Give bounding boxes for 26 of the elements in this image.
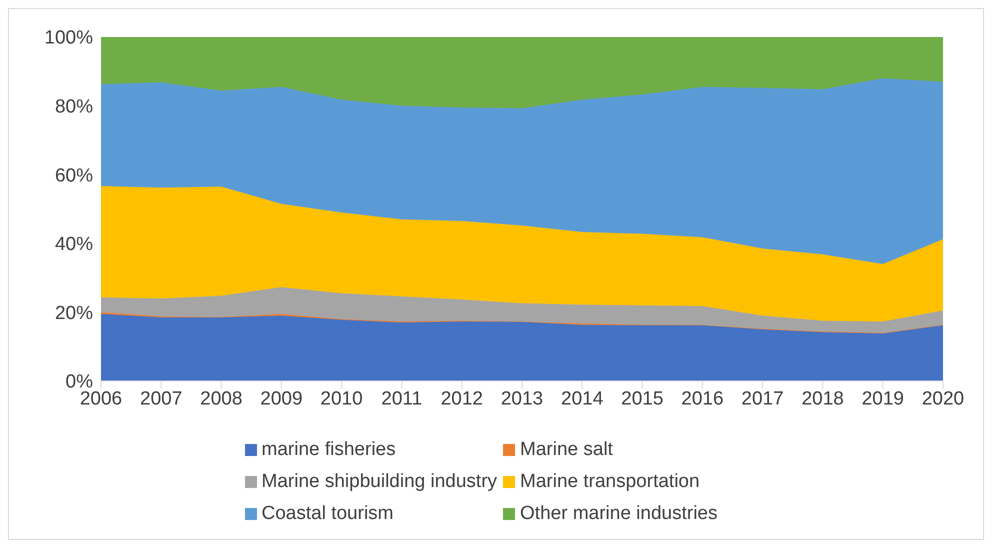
x-tick-label: 2010 [320,388,363,410]
y-tick-label: 40% [54,234,94,256]
legend-label: Marine shipbuilding industry [262,471,498,493]
x-tick-label: 2008 [200,388,242,410]
y-tick-label: 60% [54,165,94,186]
legend-label: Marine transportation [520,471,700,493]
x-tick-label: 2014 [561,388,604,410]
legend-label: Other marine industries [520,503,718,525]
x-tick-label: 2018 [802,388,844,410]
x-tick-label: 2015 [621,388,664,410]
x-tick-label: 2017 [741,388,784,410]
y-tick-label: 100% [44,28,94,49]
y-tick-label: 80% [54,96,94,118]
legend-label: Marine salt [520,439,613,461]
legend-label: Coastal tourism [262,503,394,525]
x-tick-label: 2019 [862,388,904,410]
x-tick-label: 2006 [80,388,122,410]
x-tick-label: 2016 [681,388,724,410]
x-tick-label: 2012 [440,388,483,410]
x-tick-label: 2007 [140,388,182,410]
legend-label: marine fisheries [262,439,396,461]
x-tick-label: 2020 [922,388,964,410]
y-tick-label: 20% [54,302,94,324]
x-tick-label: 2011 [381,388,422,410]
x-tick-label: 2013 [500,388,544,410]
x-tick-label: 2009 [260,388,303,410]
